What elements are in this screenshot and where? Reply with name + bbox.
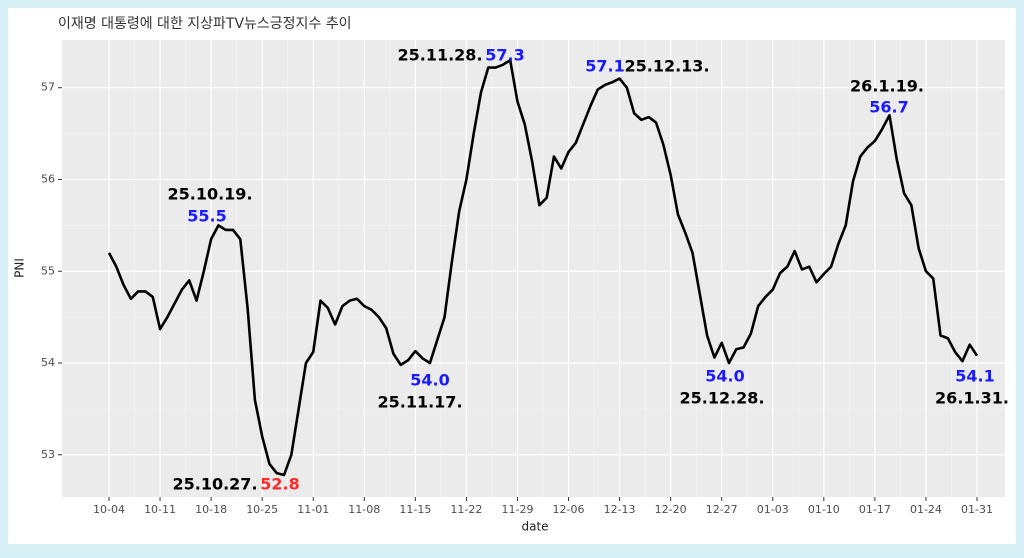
y-tick-label: 55 (41, 264, 55, 277)
annotation-date: 25.11.28. (397, 46, 482, 65)
annotation-value: 55.5 (187, 207, 226, 226)
x-tick-label: 11-22 (450, 503, 482, 516)
annotation-date: 25.10.27. (172, 475, 257, 494)
annotation-value: 57.3 (485, 46, 524, 65)
y-axis-label: PNI (13, 258, 27, 278)
y-tick-label: 56 (41, 172, 55, 185)
x-tick-label: 10-11 (144, 503, 176, 516)
x-tick-label: 01-24 (910, 503, 942, 516)
x-tick-label: 11-01 (297, 503, 329, 516)
x-tick-label: 01-17 (859, 503, 891, 516)
annotation-date: 25.11.17. (377, 393, 462, 412)
x-tick-label: 01-31 (961, 503, 993, 516)
y-tick-label: 53 (41, 448, 55, 461)
plot-panel (62, 40, 1005, 497)
y-tick-label: 57 (41, 81, 55, 94)
annotation-date: 25.10.19. (167, 185, 252, 204)
annotation-date: 25.12.13. (624, 57, 709, 76)
x-tick-label: 01-10 (808, 503, 840, 516)
x-tick-label: 10-25 (246, 503, 278, 516)
annotation-date: 26.1.19. (850, 77, 924, 96)
data-line (107, 58, 979, 477)
annotation-date: 25.12.28. (679, 389, 764, 408)
x-tick-label: 01-03 (757, 503, 789, 516)
annotation-value: 54.1 (955, 367, 994, 386)
x-tick-label: 11-29 (501, 503, 533, 516)
chart-title: 이재명 대통령에 대한 지상파TV뉴스긍정지수 추이 (58, 16, 352, 32)
x-tick-label: 12-27 (706, 503, 738, 516)
x-tick-label: 12-13 (604, 503, 636, 516)
x-tick-label: 11-08 (348, 503, 380, 516)
x-tick-label: 10-18 (195, 503, 227, 516)
x-axis-label: date (521, 520, 548, 534)
x-tick-label: 12-20 (655, 503, 687, 516)
x-tick-label: 10-04 (93, 503, 125, 516)
annotation-value: 54.0 (410, 371, 449, 390)
annotation-value: 57.1 (585, 57, 624, 76)
annotation-value: 56.7 (869, 98, 908, 117)
y-tick-label: 54 (41, 356, 55, 369)
x-tick-label: 11-15 (399, 503, 431, 516)
annotation-date: 26.1.31. (935, 389, 1009, 408)
x-tick-label: 12-06 (553, 503, 585, 516)
annotation-value: 52.8 (260, 475, 299, 494)
annotation-value: 54.0 (705, 367, 744, 386)
